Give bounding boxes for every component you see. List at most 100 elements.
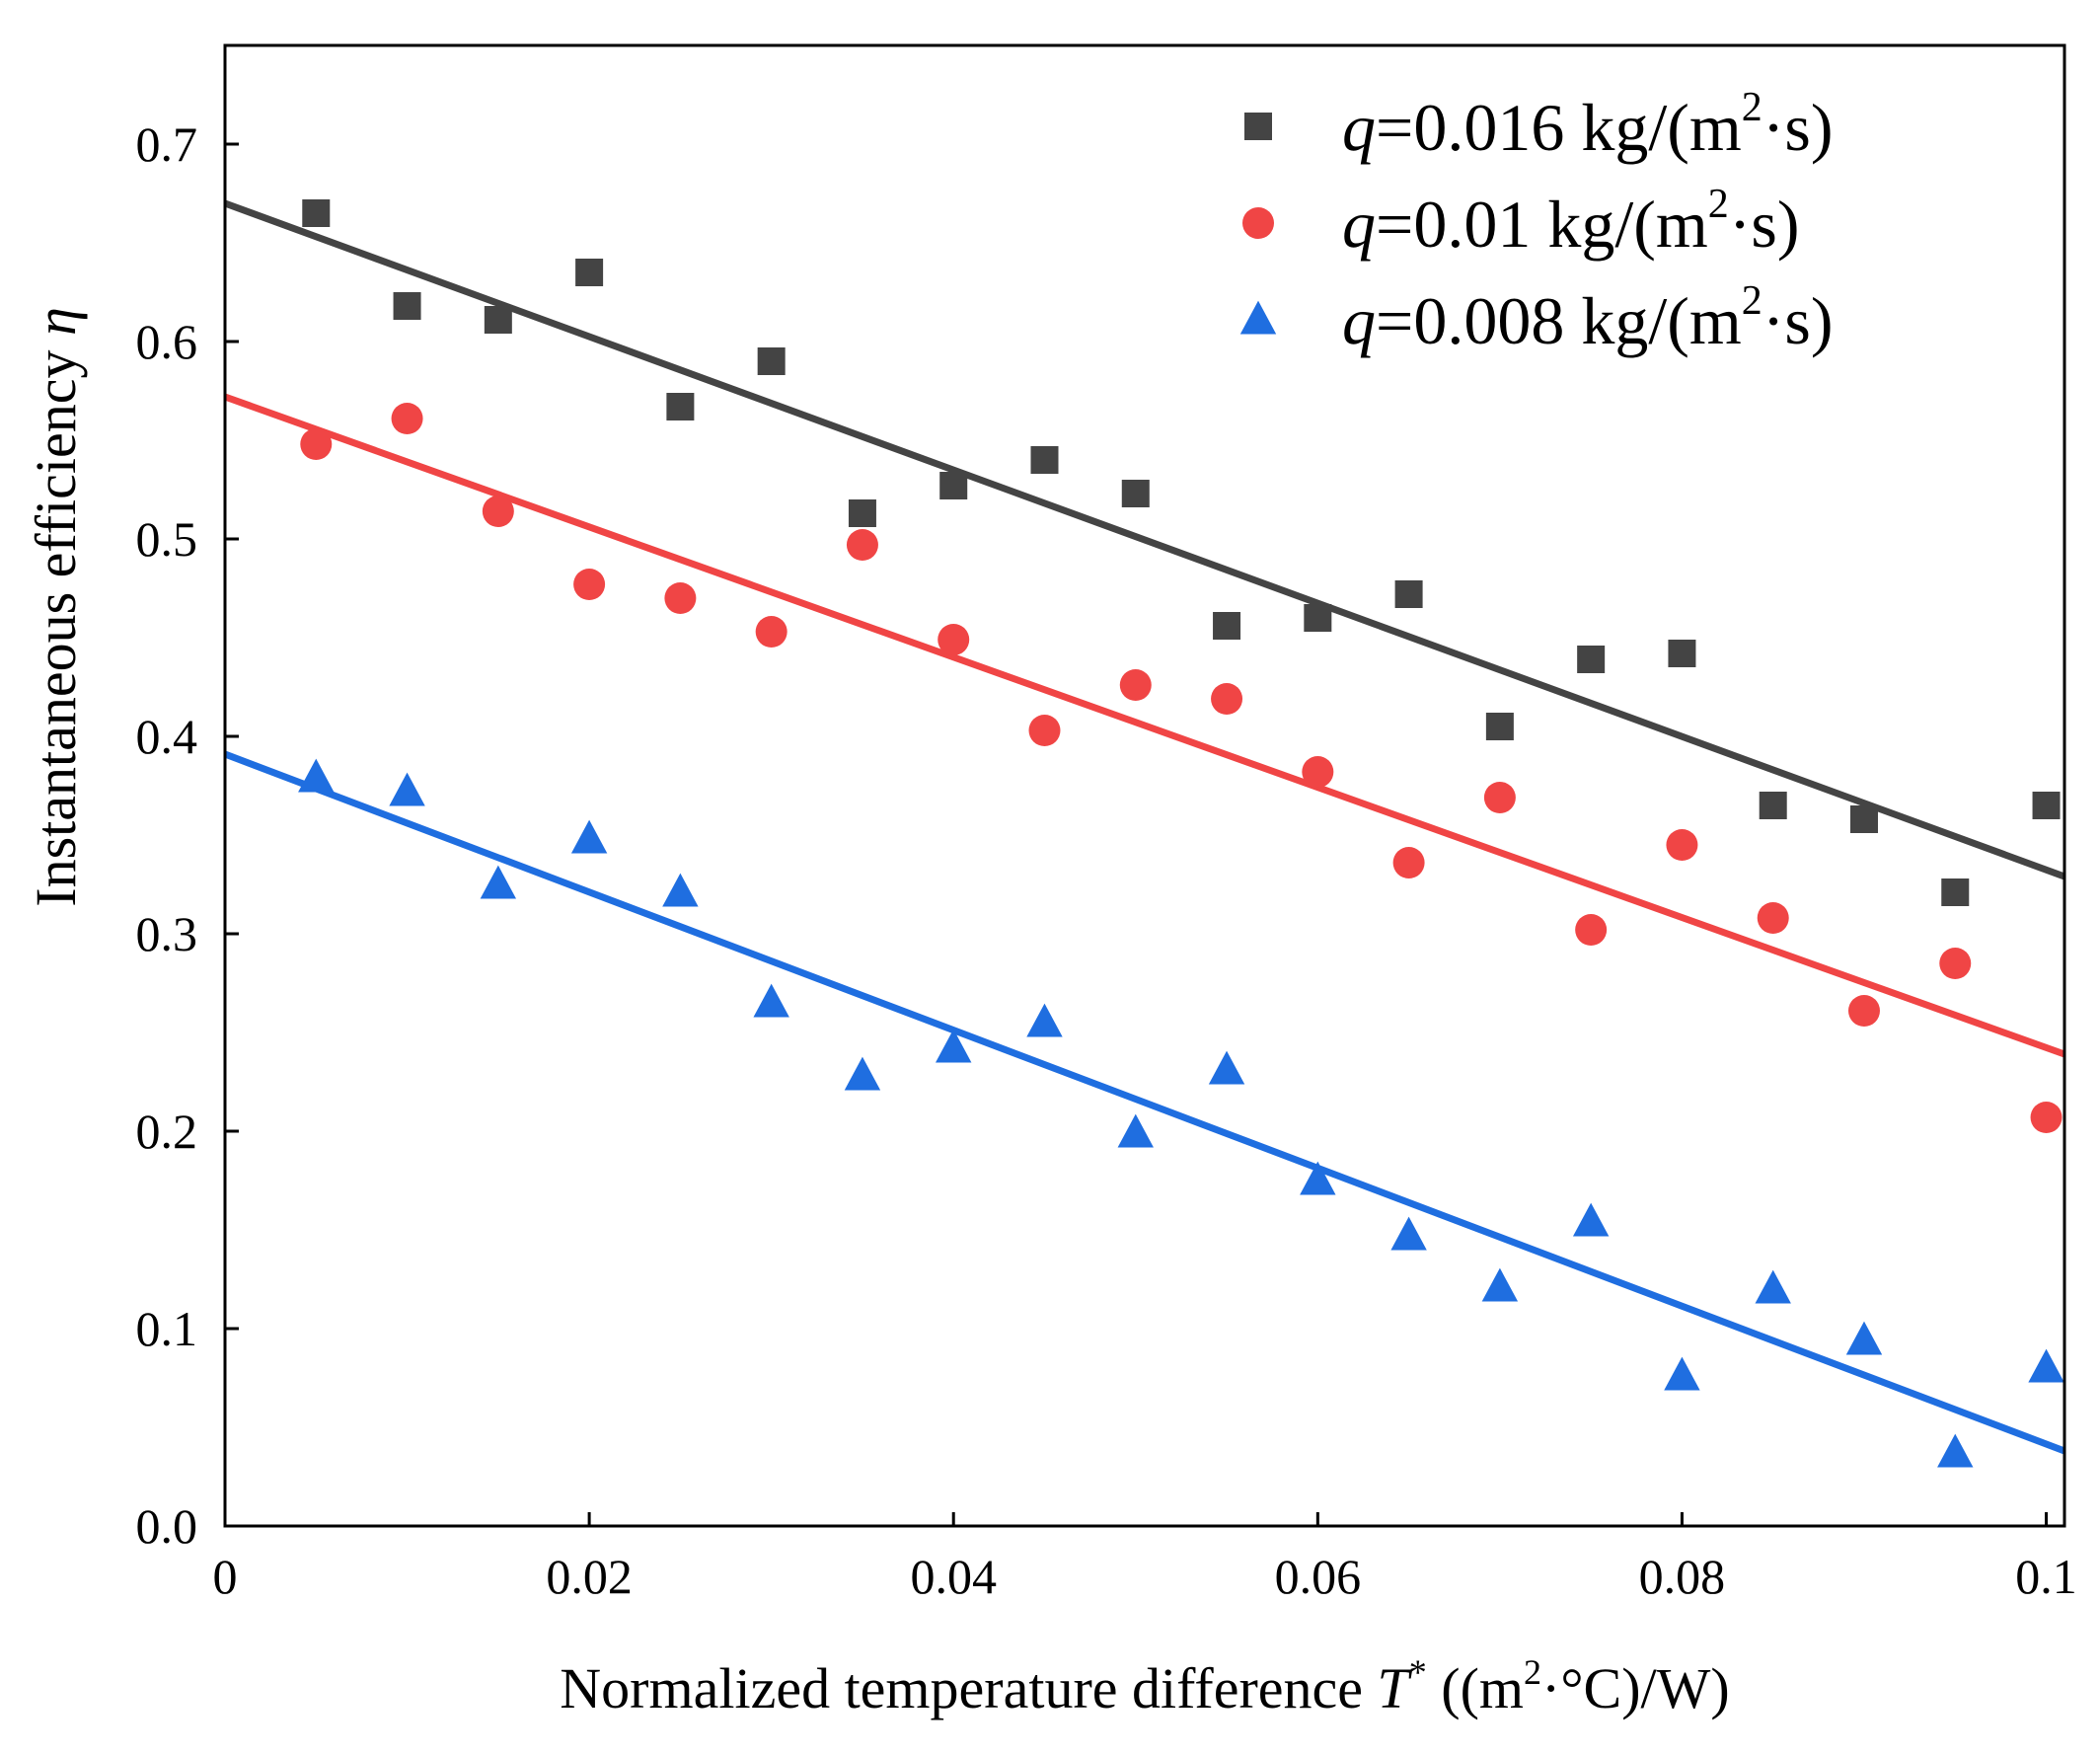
legend-marker-series-2 — [1242, 207, 1274, 239]
legend: q=0.016 kg/(m2·s)q=0.01 kg/(m2·s)q=0.008… — [1239, 85, 1834, 358]
x-tick-label: 0.08 — [1639, 1549, 1726, 1604]
y-axis-title: Instantaneous efficiency η — [24, 307, 88, 906]
data-point-series-3 — [1117, 1113, 1154, 1148]
y-axis-title-text: Instantaneous efficiency — [24, 336, 88, 907]
x-tick-label: 0.1 — [2015, 1549, 2077, 1604]
y-tick-label: 0.5 — [136, 511, 198, 567]
y-axis-title-var: η — [24, 307, 88, 336]
data-point-series-2 — [1392, 847, 1425, 878]
y-axis: 0.0 0.1 0.2 0.3 0.4 0.5 0.6 0.7 — [136, 116, 239, 1554]
x-tick-label: 0.02 — [546, 1549, 633, 1604]
x-axis-title-unit-sup: 2 — [1524, 1652, 1541, 1692]
data-point-series-2 — [1211, 683, 1243, 715]
fit-line-series-2 — [223, 393, 2066, 1058]
x-tick-label: 0.04 — [910, 1549, 997, 1604]
data-point-series-2 — [1666, 829, 1698, 861]
data-point-series-1 — [302, 199, 331, 227]
data-point-series-2 — [938, 624, 970, 655]
y-tick-label: 0.2 — [136, 1104, 198, 1159]
data-point-series-3 — [480, 865, 517, 899]
legend-var: q — [1342, 90, 1376, 165]
data-point-series-1 — [757, 347, 786, 375]
data-point-series-2 — [1575, 914, 1608, 946]
data-point-series-2 — [846, 529, 878, 561]
data-point-series-2 — [1757, 902, 1789, 934]
data-point-series-2 — [1939, 948, 1972, 979]
data-point-series-2 — [755, 616, 788, 648]
legend-text-main: =0.016 kg/(m — [1376, 90, 1742, 165]
x-axis: 0 0.02 0.04 0.06 0.08 0.1 — [213, 1512, 2077, 1604]
x-tick-label: 0 — [213, 1549, 238, 1604]
y-tick-label: 0.4 — [136, 709, 198, 764]
data-point-series-1 — [666, 393, 695, 420]
data-point-series-3 — [1664, 1356, 1700, 1391]
data-point-series-1 — [575, 259, 604, 286]
data-point-series-1 — [1394, 580, 1423, 608]
data-point-series-3 — [1208, 1050, 1245, 1085]
data-point-series-1 — [1121, 480, 1150, 507]
data-point-series-2 — [1302, 756, 1334, 788]
data-point-series-1 — [1213, 612, 1241, 640]
y-tick-label: 0.1 — [136, 1301, 198, 1356]
plot-frame — [223, 43, 2066, 1528]
data-point-series-3 — [1755, 1269, 1791, 1304]
x-axis-title-var: T — [1378, 1656, 1413, 1720]
data-point-series-1 — [1030, 446, 1059, 474]
data-point-series-3 — [1481, 1267, 1519, 1302]
legend-marker-series-1 — [1244, 113, 1272, 140]
data-point-series-1 — [1668, 640, 1696, 667]
data-point-series-1 — [1304, 604, 1332, 632]
data-markers — [298, 199, 2064, 1468]
x-axis-title: Normalized temperature difference T* ((m… — [560, 1652, 1729, 1720]
legend-label-series-2: q=0.01 kg/(m2·s) — [1342, 182, 1800, 262]
data-point-series-1 — [1485, 713, 1514, 740]
y-tick-label: 0.6 — [136, 314, 198, 369]
data-point-series-3 — [844, 1056, 881, 1091]
data-point-series-3 — [1845, 1321, 1883, 1355]
legend-text-main: =0.01 kg/(m — [1376, 187, 1708, 262]
legend-text-main: =0.008 kg/(m — [1376, 283, 1742, 358]
legend-text-end: ·s) — [1762, 283, 1834, 358]
data-point-series-2 — [664, 582, 697, 614]
legend-text-sup: 2 — [1742, 278, 1762, 324]
data-point-series-2 — [1483, 782, 1516, 813]
y-tick-label: 0.0 — [136, 1498, 198, 1554]
data-point-series-3 — [2028, 1348, 2064, 1383]
data-point-series-3 — [1937, 1433, 1974, 1468]
fit-line-series-1 — [223, 199, 2066, 880]
data-point-series-1 — [939, 472, 968, 499]
legend-text-sup: 2 — [1742, 85, 1762, 130]
legend-text-end: ·s) — [1729, 187, 1800, 262]
data-point-series-2 — [1119, 669, 1152, 701]
legend-text-end: ·s) — [1762, 90, 1834, 165]
data-point-series-2 — [1847, 995, 1880, 1027]
legend-label-series-1: q=0.016 kg/(m2·s) — [1342, 85, 1834, 165]
data-point-series-1 — [1759, 792, 1787, 819]
fit-line-series-3 — [223, 750, 2066, 1455]
legend-text-sup: 2 — [1708, 182, 1729, 227]
x-axis-title-var-sup: * — [1409, 1652, 1427, 1692]
data-point-series-3 — [570, 819, 608, 854]
data-point-series-3 — [1572, 1202, 1610, 1237]
data-point-series-3 — [298, 758, 335, 793]
x-axis-title-unit-open: ((m — [1427, 1656, 1524, 1720]
data-point-series-3 — [753, 983, 789, 1018]
x-tick-label: 0.06 — [1275, 1549, 1362, 1604]
data-point-series-2 — [2030, 1102, 2062, 1133]
data-point-series-3 — [389, 772, 425, 806]
data-point-series-3 — [1300, 1161, 1336, 1195]
data-point-series-3 — [1390, 1216, 1427, 1251]
y-tick-label: 0.7 — [136, 116, 198, 172]
data-point-series-3 — [662, 873, 699, 907]
fit-lines — [223, 199, 2066, 1455]
legend-var: q — [1342, 187, 1376, 262]
data-point-series-2 — [482, 496, 514, 527]
x-axis-title-text: Normalized temperature difference — [560, 1656, 1377, 1720]
data-point-series-1 — [393, 292, 421, 320]
data-point-series-2 — [1028, 715, 1061, 746]
data-point-series-3 — [1026, 1003, 1063, 1037]
x-axis-title-unit-close: ·°C)/W) — [1541, 1656, 1730, 1720]
data-point-series-1 — [1941, 878, 1970, 906]
